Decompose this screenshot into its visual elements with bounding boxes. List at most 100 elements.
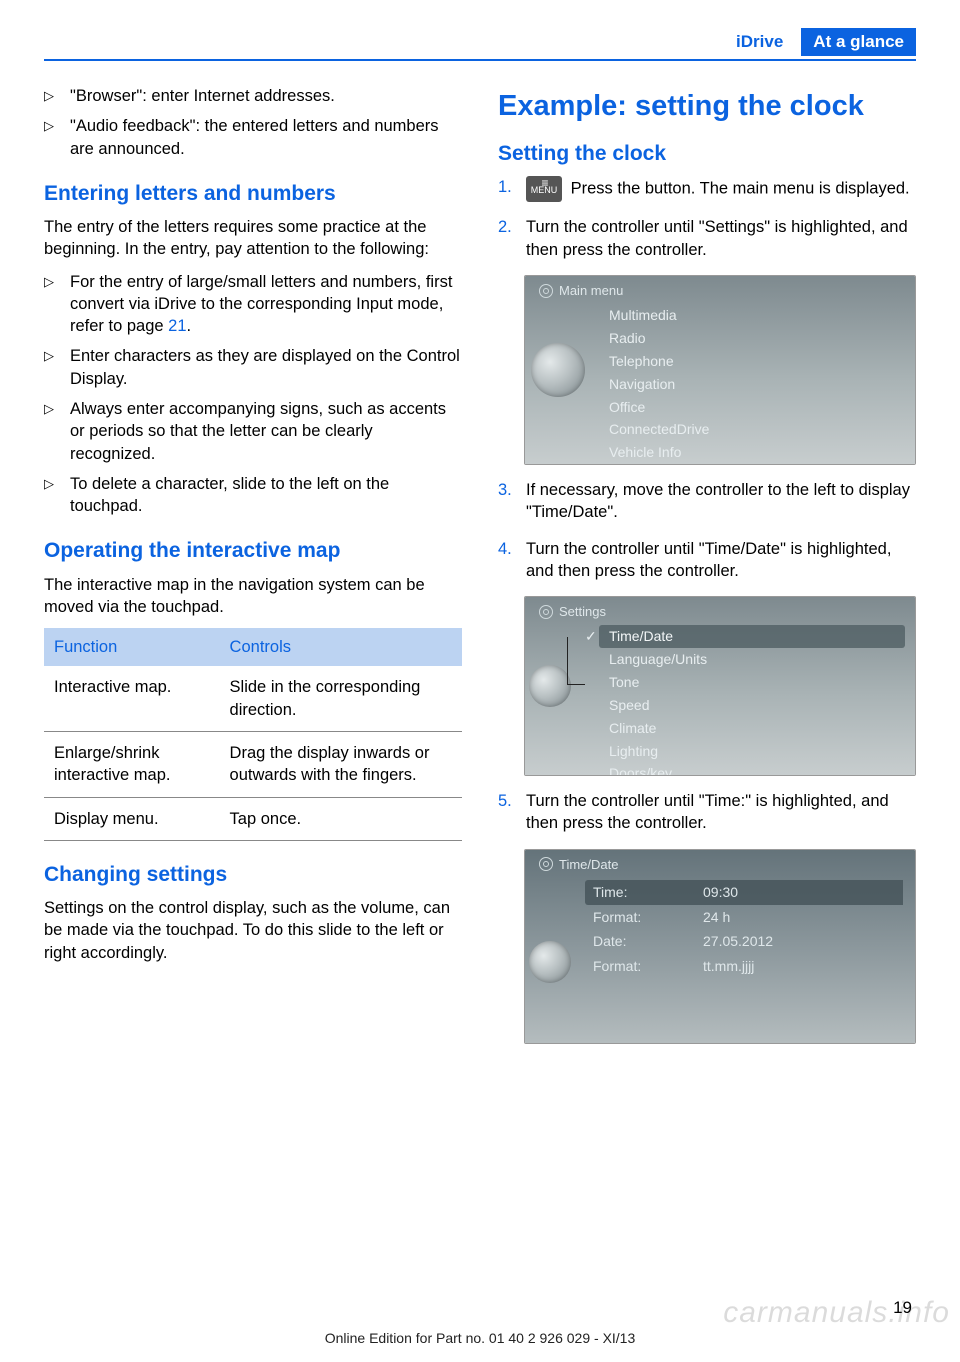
screenshot-title: Time/Date [559, 856, 618, 874]
function-table: Function Controls Interactive map.Slide … [44, 628, 462, 841]
screenshot-title: Main menu [559, 282, 623, 300]
kv-row: Date:27.05.2012 [585, 929, 903, 954]
kv-key: Date: [585, 929, 695, 954]
watermark: carmanuals.info [723, 1296, 950, 1330]
heading-changing-settings: Changing settings [44, 861, 462, 889]
menu-button-label: MENU [531, 185, 558, 195]
table-row: Display menu.Tap once. [44, 797, 462, 840]
kv-key: Format: [585, 954, 695, 979]
bullet-text: For the entry of large/small letters and… [70, 273, 452, 336]
kv-row: Format:tt.mm.jjjj [585, 954, 903, 979]
page-ref-link[interactable]: 21 [168, 317, 186, 335]
page: iDrive At a glance "Browser": enter Inte… [0, 0, 960, 1058]
kv-key: Format: [585, 905, 695, 930]
menu-item: Doors/key [599, 762, 905, 776]
gear-icon [539, 857, 553, 871]
step-2: 2.Turn the controller until "Settings" i… [526, 216, 916, 261]
heading-setting-clock: Setting the clock [498, 140, 916, 168]
menu-item: Speed [599, 694, 905, 717]
kv-value: 09:30 [695, 880, 903, 905]
menu-item: Multimedia [599, 304, 905, 327]
menu-item: Radio [599, 327, 905, 350]
td: Drag the display inwards or outwards wit… [220, 732, 462, 798]
kv-row: Format:24 h [585, 905, 903, 930]
heading-entering-letters: Entering letters and numbers [44, 180, 462, 208]
page-number: 19 [893, 1298, 912, 1318]
letters-bullets: For the entry of large/small letters and… [44, 271, 462, 518]
menu-item: ConnectedDrive [599, 418, 905, 441]
screenshot-header: Main menu [539, 282, 623, 300]
right-column: Example: setting the clock Setting the c… [498, 85, 916, 1058]
menu-item: Telephone [599, 350, 905, 373]
kv-value: 27.05.2012 [695, 929, 903, 954]
callout-line [567, 637, 585, 685]
gear-icon [539, 605, 553, 619]
header-bar: iDrive At a glance [44, 28, 916, 61]
bullet-item: To delete a character, slide to the left… [70, 473, 462, 518]
chapter-label: At a glance [801, 28, 916, 56]
kv-value: 24 h [695, 905, 903, 930]
menu-item: Navigation [599, 373, 905, 396]
controller-knob-icon [529, 941, 571, 983]
screenshot-header: Time/Date [539, 856, 618, 874]
checkmark-icon: ✓ [585, 627, 597, 646]
bullet-item: For the entry of large/small letters and… [70, 271, 462, 338]
step-text: If necessary, move the controller to the… [526, 481, 910, 521]
screenshot-header: Settings [539, 603, 606, 621]
controller-knob-icon [529, 665, 571, 707]
steps-list-cont: 3. If necessary, move the controller to t… [498, 479, 916, 582]
step-text: Turn the controller until "Time/Date" is… [526, 540, 891, 580]
menu-item: Lighting [599, 740, 905, 763]
step-text: Turn the controller until "Time:" is hig… [526, 792, 889, 832]
menu-item: Tone [599, 671, 905, 694]
table-header-row: Function Controls [44, 628, 462, 666]
list-icon [539, 284, 553, 298]
kv-value: tt.mm.jjjj [695, 954, 903, 979]
td: Interactive map. [44, 666, 220, 731]
td: Slide in the corresponding direction. [220, 666, 462, 731]
step-4: 4.Turn the controller until "Time/Date" … [526, 538, 916, 583]
step-5: 5.Turn the controller until "Time:" is h… [526, 790, 916, 835]
th-function: Function [44, 628, 220, 666]
step-number: 5. [498, 790, 512, 812]
para-interactive-map: The interactive map in the navigation sy… [44, 574, 462, 619]
td: Display menu. [44, 797, 220, 840]
columns: "Browser": enter Internet addresses. "Au… [44, 85, 916, 1058]
heading-interactive-map: Operating the interactive map [44, 537, 462, 565]
menu-item: Climate [599, 717, 905, 740]
step-text: Turn the controller until "Settings" is … [526, 218, 908, 258]
td: Tap once. [220, 797, 462, 840]
menu-list: Multimedia Radio Telephone Navigation Of… [599, 304, 905, 465]
left-column: "Browser": enter Internet addresses. "Au… [44, 85, 462, 1058]
th-controls: Controls [220, 628, 462, 666]
step-1: 1. ≡MENU Press the button. The main menu… [526, 176, 916, 202]
menu-item: Vehicle Info [599, 441, 905, 464]
step-number: 3. [498, 479, 512, 501]
section-label: iDrive [736, 32, 783, 52]
screenshot-time-date: Time/Date Time:09:30 Format:24 h Date:27… [524, 849, 916, 1044]
step-number: 4. [498, 538, 512, 560]
controller-knob-icon [531, 343, 585, 397]
bullet-item: "Audio feedback": the entered letters an… [70, 115, 462, 160]
steps-list: 1. ≡MENU Press the button. The main menu… [498, 176, 916, 261]
screenshot-main-menu: Main menu Multimedia Radio Telephone Nav… [524, 275, 916, 465]
kv-row-selected: Time:09:30 [585, 880, 903, 905]
intro-bullets: "Browser": enter Internet addresses. "Au… [44, 85, 462, 160]
step-text: Press the button. The main menu is displ… [571, 180, 910, 198]
bullet-item: Always enter accompanying signs, such as… [70, 398, 462, 465]
para-entering-letters: The entry of the letters requires some p… [44, 216, 462, 261]
step-number: 1. [498, 176, 512, 198]
bullet-item: "Browser": enter Internet addresses. [70, 85, 462, 107]
table-row: Interactive map.Slide in the correspondi… [44, 666, 462, 731]
footer-line: Online Edition for Part no. 01 40 2 926 … [0, 1330, 960, 1346]
menu-list: Time/Date Language/Units Tone Speed Clim… [599, 625, 905, 776]
bullet-item: Enter characters as they are displayed o… [70, 345, 462, 390]
heading-example: Example: setting the clock [498, 87, 916, 126]
menu-item: Office [599, 396, 905, 419]
para-changing-settings: Settings on the control display, such as… [44, 897, 462, 964]
menu-item-selected: Time/Date [599, 625, 905, 648]
td: Enlarge/shrink interactive map. [44, 732, 220, 798]
menu-item-selected: Settings [599, 464, 905, 465]
menu-button-icon: ≡MENU [526, 176, 562, 202]
menu-item: Language/Units [599, 648, 905, 671]
